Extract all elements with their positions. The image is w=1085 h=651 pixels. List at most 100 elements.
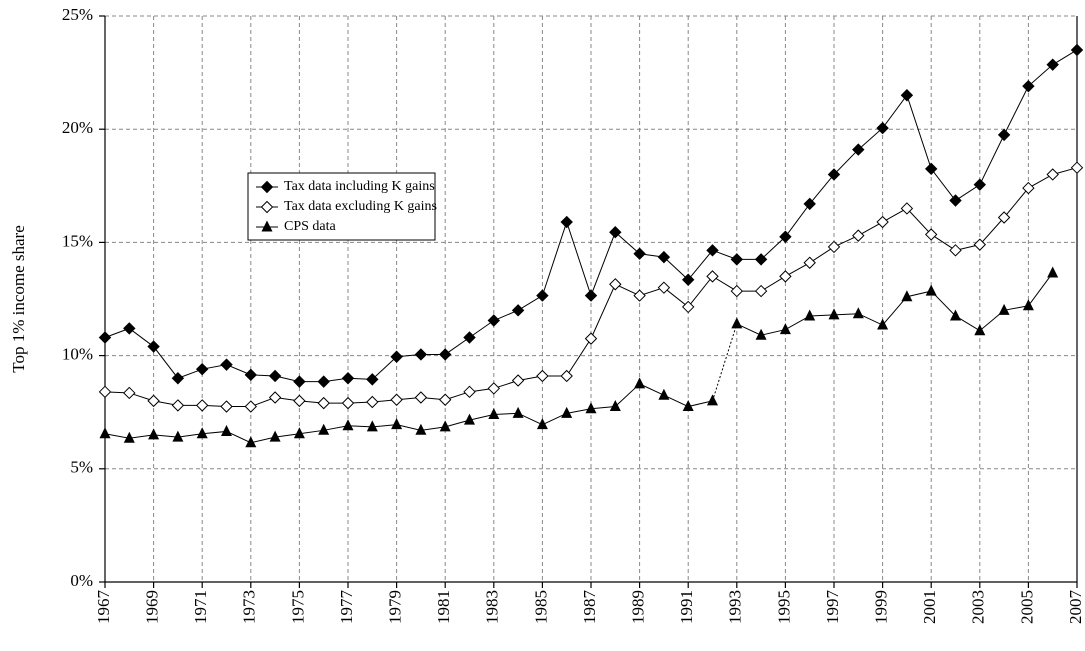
marker (682, 400, 694, 412)
x-tick-label: 1989 (629, 590, 648, 624)
marker (998, 303, 1010, 315)
marker (633, 247, 646, 260)
marker (997, 128, 1011, 142)
marker (852, 143, 865, 156)
marker (1070, 161, 1084, 174)
marker (317, 396, 330, 410)
legend-marker (260, 180, 274, 194)
x-tick-label: 1991 (677, 590, 696, 624)
marker (487, 314, 501, 327)
marker (536, 369, 549, 383)
x-tick-label: 2001 (920, 590, 939, 624)
x-tick-label: 1981 (434, 590, 453, 624)
marker (609, 278, 622, 291)
marker (609, 226, 622, 239)
marker (98, 385, 112, 399)
marker (99, 427, 111, 439)
marker (172, 430, 184, 442)
marker (463, 385, 476, 399)
y-tick-label: 20% (62, 118, 93, 137)
marker (803, 197, 816, 211)
marker (827, 240, 841, 254)
y-tick-label: 0% (70, 571, 93, 590)
marker (244, 400, 258, 413)
x-tick-label: 1973 (240, 590, 259, 624)
marker (828, 308, 840, 320)
x-tick-label: 2003 (969, 590, 988, 624)
marker (949, 194, 962, 207)
marker (293, 394, 306, 408)
marker (706, 244, 719, 257)
marker (1022, 79, 1035, 93)
marker (950, 309, 961, 321)
marker (390, 350, 403, 363)
marker (487, 382, 501, 395)
marker (511, 304, 525, 317)
marker (341, 396, 355, 410)
marker (512, 406, 524, 418)
marker (1022, 299, 1034, 311)
marker (414, 348, 428, 361)
marker (560, 369, 573, 383)
marker (1046, 58, 1059, 71)
x-tick-label: 1983 (483, 590, 502, 624)
marker (147, 394, 160, 408)
marker (974, 324, 986, 336)
y-tick-label: 25% (62, 5, 93, 24)
marker (195, 399, 209, 412)
marker (924, 228, 938, 241)
marker (681, 300, 695, 314)
marker (877, 318, 889, 330)
marker (584, 332, 598, 345)
marker (98, 331, 112, 344)
legend-label: Tax data including K gains (284, 179, 435, 194)
marker (511, 374, 525, 387)
marker (585, 402, 597, 414)
x-tick-label: 1975 (288, 590, 307, 624)
marker (900, 89, 914, 102)
marker (268, 391, 282, 404)
y-tick-label: 5% (70, 458, 93, 477)
marker (731, 317, 743, 329)
marker (123, 386, 136, 400)
marker (391, 418, 403, 430)
marker (221, 424, 232, 436)
marker (366, 395, 379, 409)
marker (438, 393, 452, 406)
marker (779, 230, 792, 243)
marker (754, 253, 768, 266)
marker (754, 284, 768, 298)
marker (997, 211, 1011, 224)
marker (390, 393, 403, 406)
marker (876, 215, 889, 229)
marker (634, 377, 646, 389)
legend-label: CPS data (284, 219, 337, 234)
marker (755, 328, 767, 340)
marker (657, 281, 671, 294)
marker (317, 375, 330, 388)
marker (560, 215, 573, 229)
x-tick-label: 1977 (337, 590, 356, 625)
marker (123, 322, 136, 335)
marker (464, 413, 475, 425)
y-axis-label: Top 1% income share (9, 225, 28, 373)
line-connector (712, 323, 738, 402)
marker (827, 168, 841, 181)
marker (852, 307, 864, 319)
marker (147, 340, 160, 353)
marker (730, 253, 744, 266)
marker (1070, 43, 1084, 57)
marker (269, 430, 281, 442)
marker (584, 289, 598, 302)
marker (925, 284, 937, 296)
marker (171, 399, 185, 412)
marker (415, 423, 427, 435)
x-tick-label: 1967 (94, 590, 113, 625)
marker (779, 323, 791, 335)
x-tick-label: 1987 (580, 590, 599, 625)
marker (293, 427, 305, 439)
marker (536, 289, 549, 302)
marker (924, 162, 938, 176)
marker (949, 244, 962, 257)
